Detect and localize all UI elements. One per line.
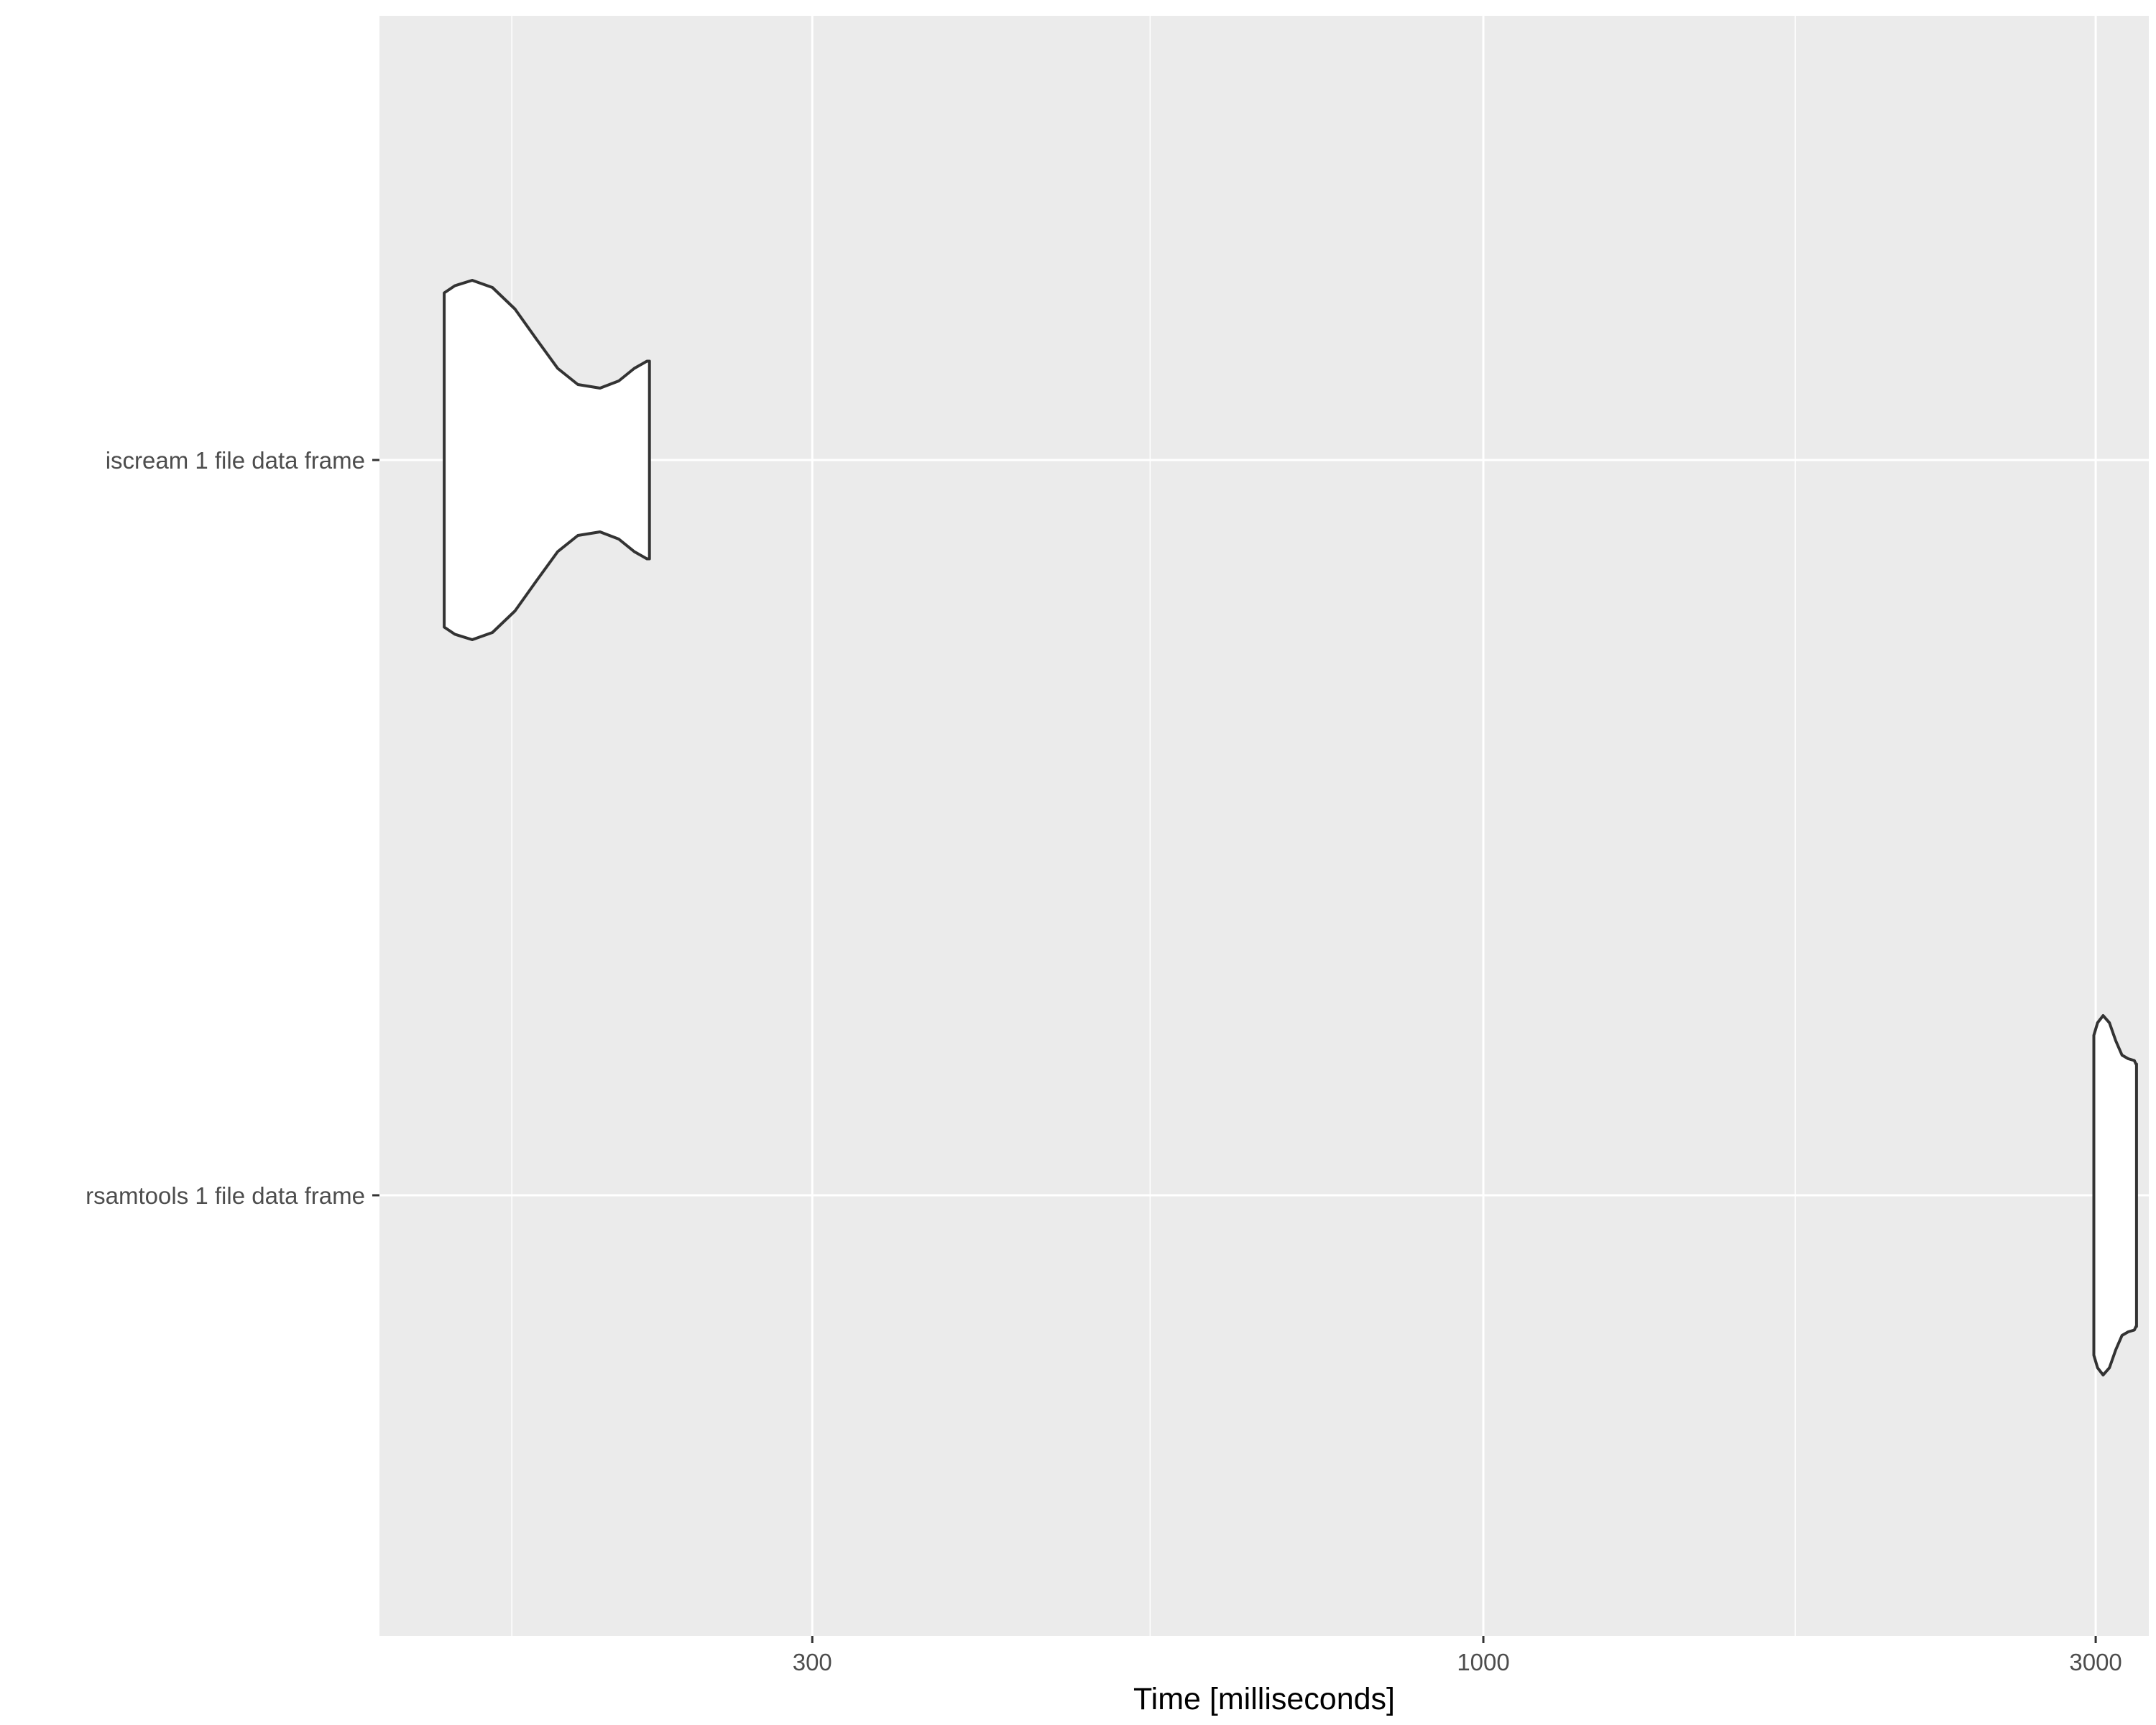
- x-tick-label: 3000: [2069, 1649, 2122, 1675]
- y-tick-label: rsamtools 1 file data frame: [86, 1182, 365, 1209]
- x-axis-title: Time [milliseconds]: [1133, 1682, 1395, 1716]
- plot-panel: [379, 16, 2149, 1636]
- violin-rsamtools: [2092, 1014, 2138, 1376]
- violins: [443, 279, 2138, 1376]
- x-tick-label: 300: [793, 1649, 832, 1675]
- x-tick-label: 1000: [1457, 1649, 1509, 1675]
- grid-lines: [379, 16, 2149, 1636]
- y-tick-label: iscream 1 file data frame: [106, 447, 365, 474]
- violin-iscream: [443, 279, 651, 641]
- axes: 300 1000 3000 iscream 1 file data frame rsam…: [86, 447, 2122, 1675]
